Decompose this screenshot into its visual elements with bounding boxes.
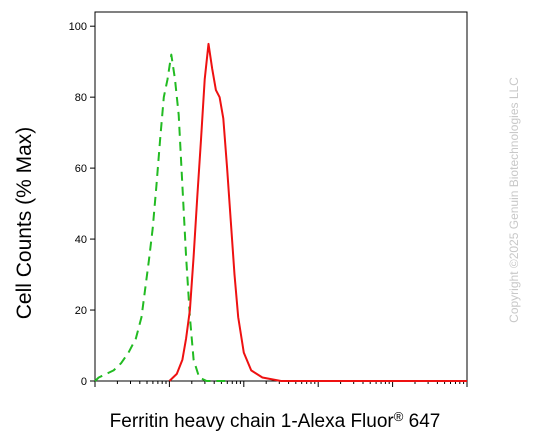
y-tick-label: 40 [75,234,87,246]
x-axis-title: Ferritin heavy chain 1-Alexa Fluor® 647 [110,409,441,432]
y-tick-label: 100 [69,21,87,33]
y-tick-label: 0 [81,376,87,388]
plot-border [94,11,468,382]
y-tick-label: 20 [75,305,87,317]
x-axis-title-tail: 647 [403,411,440,432]
x-axis-ticks [94,381,468,387]
y-axis-title: Cell Counts (% Max) [13,127,36,320]
x-axis-title-superscript: ® [394,409,404,424]
x-axis-title-main: Ferritin heavy chain 1-Alexa Fluor [110,411,395,432]
control-series-line [94,53,226,382]
y-tick-label: 80 [75,92,87,104]
y-axis-ticks: 0 20 40 60 80 100 [69,21,95,388]
plot-frame [94,11,468,382]
copyright-watermark: Copyright ©2025 Genuin Biotechnologies L… [507,77,521,323]
series-layer [94,42,467,382]
sample-series-line [168,42,467,382]
y-tick-label: 60 [75,163,87,175]
